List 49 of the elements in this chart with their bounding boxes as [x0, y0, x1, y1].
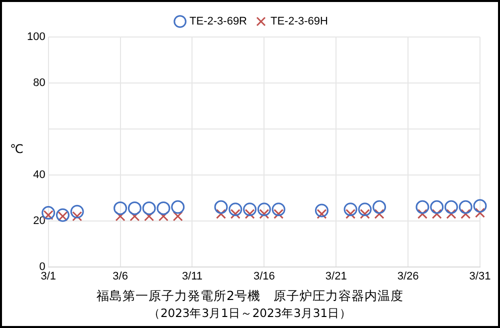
point	[216, 208, 226, 219]
point	[272, 202, 286, 216]
point	[243, 202, 257, 216]
point	[56, 208, 70, 222]
text: 福島第一原子力発電所2号機 原子炉圧力容器内温度	[96, 288, 404, 305]
x-tick-label: 3/26	[397, 270, 419, 282]
point	[344, 202, 358, 216]
point	[142, 201, 156, 215]
x-tick-label: 3/31	[469, 270, 491, 282]
point	[475, 208, 485, 218]
point	[458, 200, 472, 214]
point	[460, 208, 471, 219]
point	[128, 201, 142, 215]
point	[144, 211, 154, 222]
point	[417, 208, 428, 219]
x-tick-label: 3/6	[112, 270, 128, 282]
point	[314, 204, 328, 218]
x-tick-label: 3/1	[40, 270, 56, 282]
y-tick-label: 100	[26, 31, 46, 44]
y-axis-title: ℃	[10, 142, 24, 156]
point	[473, 199, 487, 213]
x-tick-label: 3/11	[182, 270, 203, 282]
point	[374, 208, 384, 219]
point	[156, 201, 170, 215]
point	[70, 204, 84, 218]
y-tick-label: 0	[39, 260, 46, 273]
point	[430, 200, 444, 214]
legend-label: TE-2-3-69R	[190, 16, 248, 28]
point	[257, 202, 271, 216]
legend-label: TE-2-3-69H	[270, 16, 328, 28]
point	[130, 211, 140, 222]
point	[114, 201, 128, 215]
point	[158, 211, 168, 222]
point	[372, 200, 386, 214]
point	[446, 208, 456, 219]
y-tick-label: 80	[33, 76, 46, 89]
text: （2023年3月1日～2023年3月31日）	[147, 306, 353, 321]
point	[444, 200, 458, 214]
point	[115, 211, 126, 222]
point	[171, 200, 185, 214]
point	[214, 200, 228, 214]
x-tick-label: 3/16	[253, 270, 275, 282]
point	[416, 200, 430, 214]
point	[432, 208, 442, 219]
point	[228, 202, 242, 216]
point	[358, 202, 372, 216]
point	[172, 211, 183, 222]
x-tick-label: 3/21	[325, 270, 347, 282]
y-tick-label: 40	[33, 168, 46, 181]
